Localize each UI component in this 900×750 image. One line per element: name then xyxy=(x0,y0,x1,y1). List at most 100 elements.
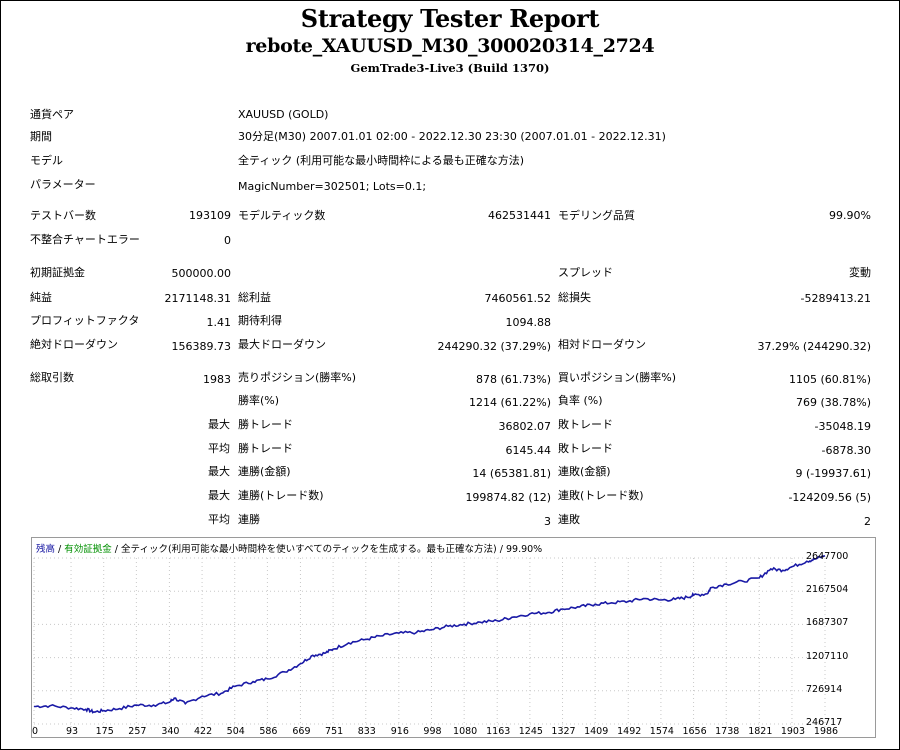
absolute-drawdown-label: 絶対ドローダウン xyxy=(30,338,118,351)
y-tick-label: 2647700 xyxy=(806,551,849,562)
net-profit-label: 純益 xyxy=(30,291,52,304)
x-tick-label: 586 xyxy=(259,726,278,737)
quality-value: 99.90% xyxy=(829,209,871,222)
largest-loss-value: -35048.19 xyxy=(814,420,871,433)
absolute-drawdown-value: 156389.73 xyxy=(171,340,232,353)
long-positions-value: 1105 (60.81%) xyxy=(788,373,871,386)
largest-loss-label: 敗トレード xyxy=(558,418,613,431)
bars-value: 193109 xyxy=(189,209,231,222)
cons-loss-trades-label: 連敗(トレード数) xyxy=(558,489,644,502)
x-tick-label: 1738 xyxy=(715,726,740,737)
x-tick-label: 1080 xyxy=(453,726,478,737)
legend-equity: 有効証拠金 xyxy=(64,544,112,555)
ticks-value: 462531441 xyxy=(488,209,551,222)
balance-chart: 残高 / 有効証拠金 / 全ティック(利用可能な最小時間枠を使いすべてのティック… xyxy=(31,537,876,738)
gross-loss-label: 総損失 xyxy=(558,291,591,304)
total-trades-value: 1983 xyxy=(203,373,231,386)
y-tick-label: 726914 xyxy=(806,683,843,695)
long-positions-label: 買いポジション(勝率%) xyxy=(558,371,677,384)
cons-win-amount-value: 14 (65381.81) xyxy=(472,467,551,480)
x-tick-label: 1821 xyxy=(748,726,773,737)
x-tick-label: 422 xyxy=(193,726,213,737)
errors-value: 0 xyxy=(224,234,231,247)
model-label: モデル xyxy=(30,154,63,167)
quality-label: モデリング品質 xyxy=(558,209,635,222)
errors-label: 不整合チャートエラー xyxy=(30,233,140,246)
max-prefix: 最大 xyxy=(208,489,230,502)
params-value: MagicNumber=302501; Lots=0.1; xyxy=(238,180,427,193)
gross-profit-value: 7460561.52 xyxy=(484,292,551,305)
relative-drawdown-label: 相対ドローダウン xyxy=(558,338,646,351)
profit-factor-label: プロフィットファクタ xyxy=(30,314,140,327)
expected-payoff-value: 1094.88 xyxy=(505,316,552,329)
cons-loss-amount-label: 連敗(金額) xyxy=(558,465,611,478)
x-tick-label: 1409 xyxy=(584,726,609,737)
report-title: Strategy Tester Report xyxy=(300,4,600,33)
symbol-value: XAUUSD (GOLD) xyxy=(238,108,329,121)
avg-loss-value: -6878.30 xyxy=(821,444,871,457)
server-build: GemTrade3-Live3 (Build 1370) xyxy=(350,61,550,75)
loss-rate-value: 769 (38.78%) xyxy=(795,396,871,409)
max-drawdown-value: 244290.32 (37.29%) xyxy=(437,340,551,353)
cons-win-trades-label: 連勝(トレード数) xyxy=(238,489,324,502)
legend-model-text: / 全ティック(利用可能な最小時間枠を使いすべてのティックを生成する。最も正確な… xyxy=(111,544,543,555)
chart-legend: 残高 / 有効証拠金 / 全ティック(利用可能な最小時間枠を使いすべてのティック… xyxy=(36,541,542,555)
net-profit-value: 2171148.31 xyxy=(164,292,231,305)
loss-rate-label: 負率 (%) xyxy=(558,394,603,407)
x-tick-label: 1903 xyxy=(780,726,806,737)
x-tick-label: 1327 xyxy=(551,726,576,737)
avg-prefix: 平均 xyxy=(208,442,230,455)
profit-factor-value: 1.41 xyxy=(206,316,232,329)
cons-win-amount-label: 連勝(金額) xyxy=(238,465,291,478)
x-tick-label: 1492 xyxy=(617,726,642,737)
spread-value: 変動 xyxy=(849,266,871,279)
y-tick-label: 2167504 xyxy=(806,584,849,596)
x-tick-label: 833 xyxy=(357,726,376,737)
largest-win-label: 勝トレード xyxy=(238,418,293,431)
max-prefix: 最大 xyxy=(208,418,230,431)
largest-win-value: 36802.07 xyxy=(498,420,552,433)
avg-cons-win-label: 連勝 xyxy=(238,513,260,526)
avg-win-value: 6145.44 xyxy=(505,444,552,457)
model-value: 全ティック (利用可能な最小時間枠による最も正確な方法) xyxy=(238,154,525,167)
period-label: 期間 xyxy=(30,130,52,143)
y-tick-label: 1687307 xyxy=(806,617,849,629)
y-tick-label: 246717 xyxy=(806,717,843,728)
x-tick-label: 1245 xyxy=(518,726,543,737)
params-label: パラメーター xyxy=(30,178,96,191)
x-tick-label: 1574 xyxy=(649,726,674,737)
balance-chart-plot xyxy=(33,554,826,728)
short-positions-label: 売りポジション(勝率%) xyxy=(238,371,357,384)
period-value: 30分足(M30) 2007.01.01 02:00 - 2022.12.30 … xyxy=(238,130,666,143)
x-tick-label: 1656 xyxy=(682,726,707,737)
win-rate-value: 1214 (61.22%) xyxy=(468,396,551,409)
x-tick-label: 751 xyxy=(325,726,344,737)
spread-label: スプレッド xyxy=(558,266,613,279)
avg-prefix: 平均 xyxy=(208,513,230,526)
avg-win-label: 勝トレード xyxy=(238,442,293,455)
deposit-label: 初期証拠金 xyxy=(30,266,85,279)
cons-win-trades-value: 199874.82 (12) xyxy=(465,491,551,504)
legend-balance: 残高 xyxy=(36,544,56,555)
x-tick-label: 669 xyxy=(292,726,311,737)
x-tick-label: 175 xyxy=(95,726,114,737)
ticks-label: モデルティック数 xyxy=(238,209,326,222)
avg-cons-win-value: 3 xyxy=(544,515,551,528)
gross-loss-value: -5289413.21 xyxy=(800,292,871,305)
short-positions-value: 878 (61.73%) xyxy=(475,373,551,386)
x-tick-label: 916 xyxy=(390,726,409,737)
x-tick-label: 998 xyxy=(423,726,442,737)
deposit-value: 500000.00 xyxy=(171,267,232,280)
avg-cons-loss-value: 2 xyxy=(864,515,871,528)
max-prefix: 最大 xyxy=(208,465,230,478)
x-tick-label: 1986 xyxy=(813,726,839,737)
x-tick-label: 0 xyxy=(31,726,39,737)
x-tick-label: 93 xyxy=(65,726,79,737)
cons-loss-amount-value: 9 (-19937.61) xyxy=(795,467,871,480)
relative-drawdown-value: 37.29% (244290.32) xyxy=(757,340,871,353)
balance-series-line xyxy=(33,554,826,714)
total-trades-label: 総取引数 xyxy=(30,371,74,384)
avg-cons-loss-label: 連敗 xyxy=(558,513,580,526)
avg-loss-label: 敗トレード xyxy=(558,442,613,455)
report-subtitle: rebote_XAUUSD_M30_300020314_2724 xyxy=(245,35,655,57)
